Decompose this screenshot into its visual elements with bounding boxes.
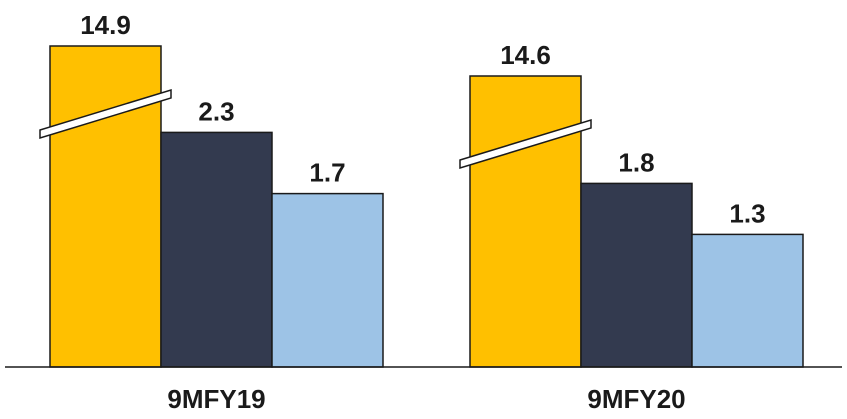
labels-layer: 14.9 2.3 1.7 9MFY19 14.6 1.8 1.3 9MFY20 (80, 10, 765, 414)
bar-9mfy19-series-3 (271, 192, 384, 368)
bar-9mfy20-series-3 (691, 233, 804, 368)
bar-9mfy19-series-2 (160, 131, 273, 368)
bar-9mfy20-series-2 (580, 182, 693, 368)
data-label-9mfy19-series-3: 1.7 (309, 158, 345, 188)
axis-break-mark-9mfy19 (39, 88, 172, 140)
bars-layer (39, 45, 804, 368)
data-label-9mfy20-series-1: 14.6 (500, 40, 551, 70)
category-label-9mfy19: 9MFY19 (167, 384, 265, 414)
bar-9mfy19-series-1 (49, 45, 162, 368)
axis-break-mark-9mfy20 (459, 118, 592, 170)
category-label-9mfy20: 9MFY20 (587, 384, 685, 414)
data-label-9mfy19-series-2: 2.3 (198, 96, 234, 126)
bar-9mfy20-series-1 (469, 75, 582, 368)
data-label-9mfy20-series-2: 1.8 (618, 147, 654, 177)
data-label-9mfy19-series-1: 14.9 (80, 10, 131, 40)
data-label-9mfy20-series-3: 1.3 (729, 198, 765, 228)
